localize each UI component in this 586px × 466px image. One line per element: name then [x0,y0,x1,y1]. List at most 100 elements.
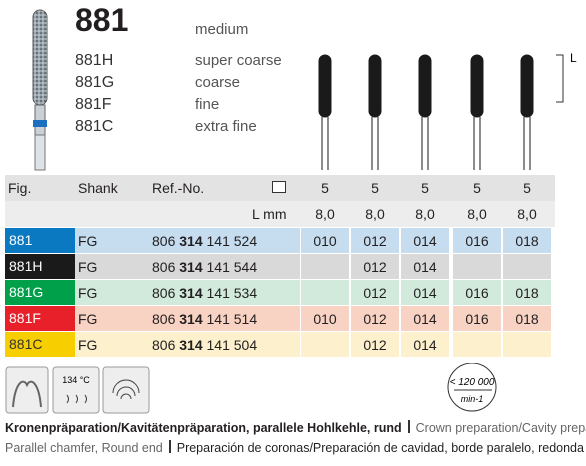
separator [407,420,410,433]
fig: 881H [5,254,75,279]
variant-grit: coarse [195,74,241,91]
ref-no: 806 314 141 544 [152,254,257,280]
length: 8,0 [517,206,537,222]
size: 012 [363,233,387,249]
ref-part: 314 [179,337,203,353]
size-cell [503,306,551,331]
column-header: Ref.-No. [152,180,205,196]
ref-part: 314 [179,285,203,301]
size: 010 [313,233,337,249]
fig: 881C [5,332,75,357]
ref-part: 806 [152,311,176,327]
ref-no: 806 314 141 504 [152,332,257,358]
length: 8,0 [315,206,335,222]
ref-part: 806 [152,233,176,249]
size: 012 [363,285,387,301]
footer-en: Crown preparation/Cavity preparation [415,421,586,435]
ref-part: 314 [179,311,203,327]
size: 014 [413,259,437,275]
row-bg [75,228,300,253]
size: 016 [465,233,489,249]
variant-grit: extra fine [195,118,257,135]
size-cell [401,228,449,253]
shank: FG [78,233,98,249]
ref-no: 806 314 141 534 [152,280,257,306]
footer: Kronenpräparation/Kavitätenpräparation, … [5,418,586,458]
ref-part: 141 544 [206,259,258,275]
footer-en: Parallel chamfer, Round end [5,441,163,455]
pack-count: 5 [523,180,531,196]
icons: 134 °C < 120 000 min-1 [5,363,497,414]
row-bg [75,254,300,279]
shank: FG [78,285,98,301]
size-cell [401,332,449,357]
size-cell [301,332,349,357]
size-cell [301,306,349,331]
length-label: L [570,51,577,65]
length-row [5,201,555,227]
size-cell [453,280,501,305]
size-cell [453,306,501,331]
column-header: Fig. [8,180,32,196]
ref-no: 806 314 141 514 [152,306,257,332]
pack-count: 5 [473,180,481,196]
size: 014 [413,311,437,327]
size: 014 [413,285,437,301]
size-cell [401,254,449,279]
size-cell [351,228,399,253]
bur-drawings: L [32,9,577,171]
shank: FG [78,311,98,327]
size-cell [351,332,399,357]
ref-part: 141 514 [206,311,258,327]
size-cell [503,332,551,357]
ref-part: 806 [152,337,176,353]
footer-de: Kronenpräparation/Kavitätenpräparation, … [5,421,402,435]
size: 012 [363,311,387,327]
speed-label: < 120 000 [450,377,495,388]
size-cell [503,254,551,279]
pack-count: 5 [421,180,429,196]
sterilization-label: 134 °C [62,375,90,385]
pack-count: 5 [321,180,329,196]
ref-no: 806 314 141 524 [152,228,257,254]
variant-code: 881F [75,96,112,113]
row-bg [75,306,300,331]
grit: medium [195,21,249,38]
length: 8,0 [365,206,385,222]
large-bur [32,9,48,171]
ref-part: 141 534 [206,285,258,301]
variant-grit: super coarse [195,52,282,69]
model: 881 [75,2,129,38]
shank: FG [78,337,98,353]
size-cell [301,280,349,305]
speed-unit: min-1 [461,394,484,404]
separator [168,440,171,453]
size: 014 [413,337,437,353]
ref-part: 141 504 [206,337,258,353]
length-label: L mm [252,206,287,222]
fig: 881G [5,280,75,305]
variant-grit: fine [195,96,220,113]
length: 8,0 [415,206,435,222]
ref-part: 314 [179,259,203,275]
size: 018 [515,233,539,249]
size-cell [503,228,551,253]
size: 012 [363,337,387,353]
size: 018 [515,285,539,301]
size-cell [351,306,399,331]
size: 012 [363,259,387,275]
variant-code: 881G [75,74,115,91]
size-cell [453,228,501,253]
row-bg [75,280,300,305]
length: 8,0 [467,206,487,222]
variant-code: 881H [75,52,114,69]
size: 014 [413,233,437,249]
pack-count: 5 [371,180,379,196]
fig: 881 [5,228,75,253]
size-cell [453,332,501,357]
size: 016 [465,311,489,327]
size: 010 [313,311,337,327]
ref-part: 806 [152,285,176,301]
size-cell [351,254,399,279]
shank: FG [78,259,98,275]
